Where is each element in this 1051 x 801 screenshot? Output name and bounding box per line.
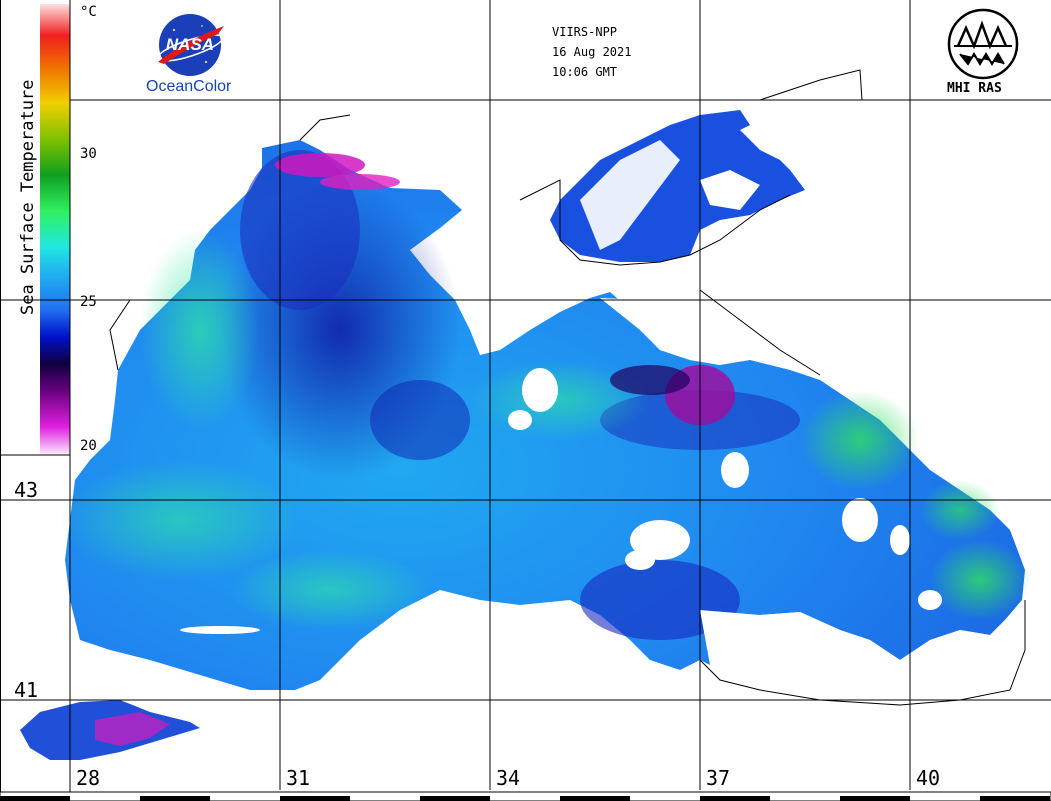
lat-label-41: 41 bbox=[14, 678, 39, 702]
lon-label-34: 34 bbox=[496, 766, 521, 790]
colorbar-title: Sea Surface Temperature bbox=[18, 79, 38, 315]
sensor-label: VIIRS-NPP bbox=[552, 25, 618, 39]
mhi-ras-label: MHI RAS bbox=[947, 81, 1002, 96]
nasa-logo-text: NASA bbox=[166, 35, 214, 54]
colorbar-unit: °C bbox=[80, 4, 97, 20]
nasa-logo: NASA bbox=[152, 12, 228, 82]
colorbar-tick-25: 25 bbox=[80, 294, 97, 310]
mhi-ras-logo bbox=[944, 8, 1022, 84]
colorbar-tick-20: 20 bbox=[80, 438, 97, 454]
lon-label-37: 37 bbox=[706, 766, 731, 790]
time-label: 10:06 GMT bbox=[552, 65, 618, 79]
colorbar-tick-30: 30 bbox=[80, 146, 97, 162]
oceancolor-label: OceanColor bbox=[146, 78, 232, 95]
lon-label-40: 40 bbox=[916, 766, 941, 790]
date-label: 16 Aug 2021 bbox=[552, 45, 632, 59]
coastline bbox=[109, 69, 1026, 706]
cloud-gaps bbox=[180, 72, 1025, 705]
bottom-scale bbox=[0, 791, 1051, 801]
lon-label-28: 28 bbox=[76, 766, 101, 790]
lon-label-31: 31 bbox=[286, 766, 311, 790]
lat-label-43: 43 bbox=[14, 478, 39, 502]
colorbar bbox=[40, 4, 70, 454]
